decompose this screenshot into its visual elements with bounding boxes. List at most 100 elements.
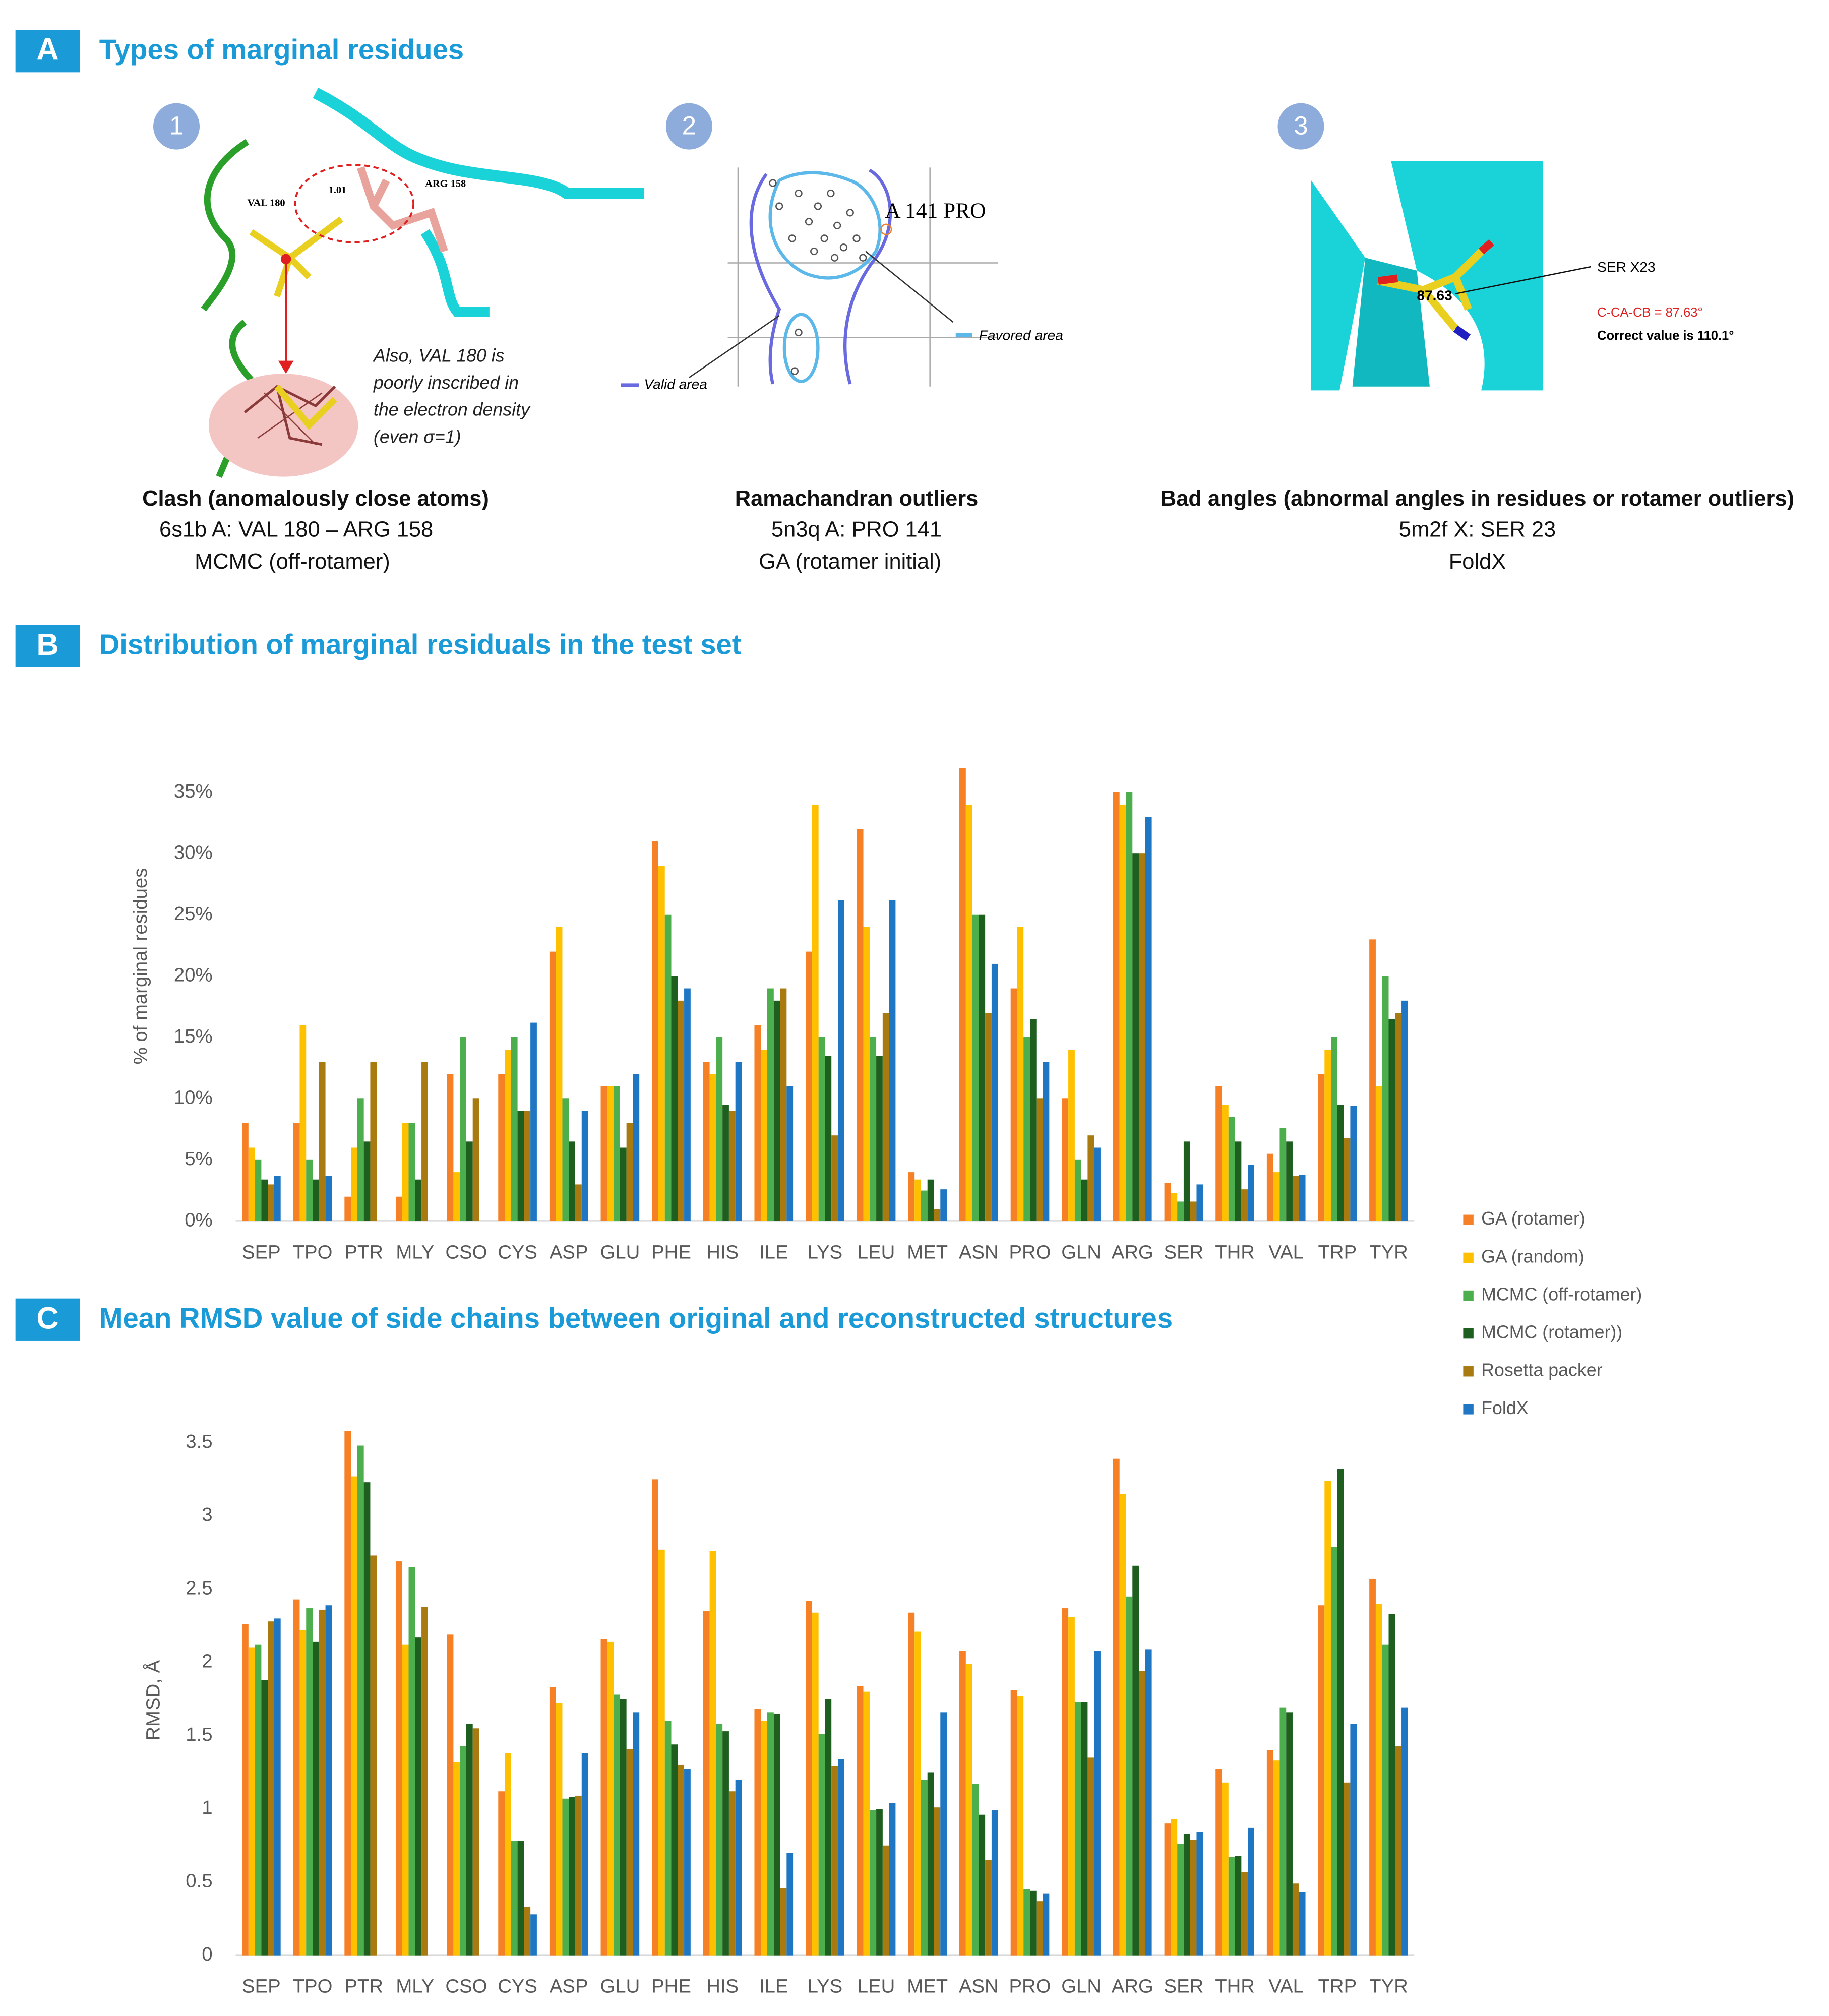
bar xyxy=(633,1074,640,1221)
bar xyxy=(1235,1856,1242,1956)
bar xyxy=(934,1209,941,1221)
x-tick-label: TRP xyxy=(1318,1976,1357,1997)
chart-title: Mean RMSD value of side chains between o… xyxy=(99,1302,1173,1334)
bar xyxy=(319,1609,326,1956)
bar xyxy=(1375,1604,1382,1956)
legend-label: FoldX xyxy=(1481,1398,1529,1418)
angle-note: C-CA-CB = 87.63° xyxy=(1597,306,1703,320)
bar xyxy=(607,1086,614,1221)
bar xyxy=(658,1549,665,1956)
bar xyxy=(505,1753,511,1956)
x-tick-label: CSO xyxy=(445,1976,487,1997)
bar xyxy=(1241,1872,1248,1956)
bar xyxy=(1318,1074,1325,1221)
structure-image-1 xyxy=(201,87,644,478)
bar xyxy=(780,1887,787,1956)
legend-label: GA (random) xyxy=(1481,1246,1584,1266)
x-tick-label: THR xyxy=(1215,1241,1255,1263)
legend-swatch xyxy=(1463,1214,1474,1226)
bar xyxy=(505,1050,511,1221)
bar xyxy=(1388,1019,1395,1221)
bar xyxy=(831,1766,838,1956)
caption-line: 5m2f X: SER 23 xyxy=(1399,517,1556,541)
bar xyxy=(357,1445,364,1956)
bar xyxy=(344,1431,351,1956)
bar xyxy=(703,1062,710,1221)
x-tick-label: CYS xyxy=(498,1976,537,1997)
bar xyxy=(1171,1819,1178,1956)
bar xyxy=(1344,1138,1351,1221)
bar xyxy=(351,1147,357,1221)
x-tick-label: MET xyxy=(907,1976,948,1997)
bar xyxy=(934,1807,941,1956)
item-badge xyxy=(153,103,200,150)
bar xyxy=(1043,1893,1050,1956)
x-tick-label: PRO xyxy=(1009,1976,1051,1997)
bar xyxy=(549,1687,556,1956)
x-tick-label: VAL xyxy=(1268,1976,1304,1997)
bar xyxy=(965,804,972,1221)
legend-label: Rosetta packer xyxy=(1481,1360,1603,1380)
bar xyxy=(754,1709,761,1956)
bar xyxy=(274,1176,281,1221)
bar xyxy=(728,1791,736,1956)
bar xyxy=(1126,792,1133,1221)
bar xyxy=(1010,1690,1017,1956)
bar xyxy=(1292,1176,1299,1221)
item-badge xyxy=(665,103,712,150)
bar xyxy=(1273,1172,1280,1221)
bar xyxy=(652,1479,658,1956)
bar xyxy=(979,914,986,1221)
bar xyxy=(351,1476,357,1956)
residue-label: SER X23 xyxy=(1597,259,1656,275)
bar xyxy=(786,1086,794,1221)
bar xyxy=(825,1699,832,1956)
bar xyxy=(1190,1840,1197,1956)
bar xyxy=(1081,1701,1088,1956)
bar xyxy=(575,1184,582,1221)
x-tick-label: SEP xyxy=(242,1241,281,1263)
bar xyxy=(363,1482,371,1956)
x-tick-label: TRP xyxy=(1318,1241,1357,1263)
bar xyxy=(600,1086,607,1221)
x-tick-label: ASN xyxy=(959,1976,999,1997)
y-tick-label: 0% xyxy=(185,1209,212,1231)
bar xyxy=(908,1172,915,1221)
bar xyxy=(671,976,678,1221)
x-tick-label: PTR xyxy=(344,1241,383,1263)
bar xyxy=(870,1037,877,1221)
y-tick-label: 25% xyxy=(174,903,213,925)
bar xyxy=(889,1803,896,1956)
bar xyxy=(678,1764,685,1956)
bar xyxy=(1266,1153,1273,1221)
bar xyxy=(754,1025,761,1221)
bar xyxy=(889,900,896,1221)
bar xyxy=(1068,1617,1075,1956)
bar xyxy=(767,988,774,1221)
bar xyxy=(1382,1644,1389,1956)
bar xyxy=(530,1022,537,1221)
bar xyxy=(761,1721,768,1956)
bar xyxy=(447,1634,454,1956)
bar xyxy=(927,1772,934,1956)
bar xyxy=(671,1744,678,1956)
atom-label: ARG 158 xyxy=(425,178,466,189)
bar xyxy=(1228,1857,1235,1956)
x-tick-label: GLN xyxy=(1061,1976,1101,1997)
panel-badge xyxy=(15,1298,80,1341)
atom-label: VAL 180 xyxy=(248,198,285,209)
bar xyxy=(575,1795,582,1956)
x-tick-label: VAL xyxy=(1268,1241,1304,1263)
bar xyxy=(773,1000,780,1221)
bar xyxy=(1299,1892,1306,1956)
bar xyxy=(985,1013,992,1221)
structure-image-3 xyxy=(1311,161,1591,391)
x-tick-label: THR xyxy=(1215,1976,1255,1997)
y-tick-label: 5% xyxy=(185,1148,212,1170)
y-tick-label: 1 xyxy=(202,1797,212,1818)
bar xyxy=(658,866,665,1221)
x-tick-label: ASP xyxy=(550,1241,588,1263)
bar xyxy=(511,1037,518,1221)
y-tick-label: 20% xyxy=(174,964,213,986)
